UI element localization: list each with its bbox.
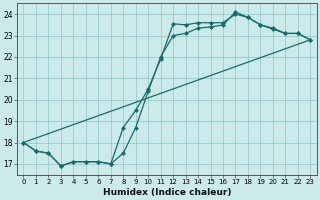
X-axis label: Humidex (Indice chaleur): Humidex (Indice chaleur) [103,188,231,197]
